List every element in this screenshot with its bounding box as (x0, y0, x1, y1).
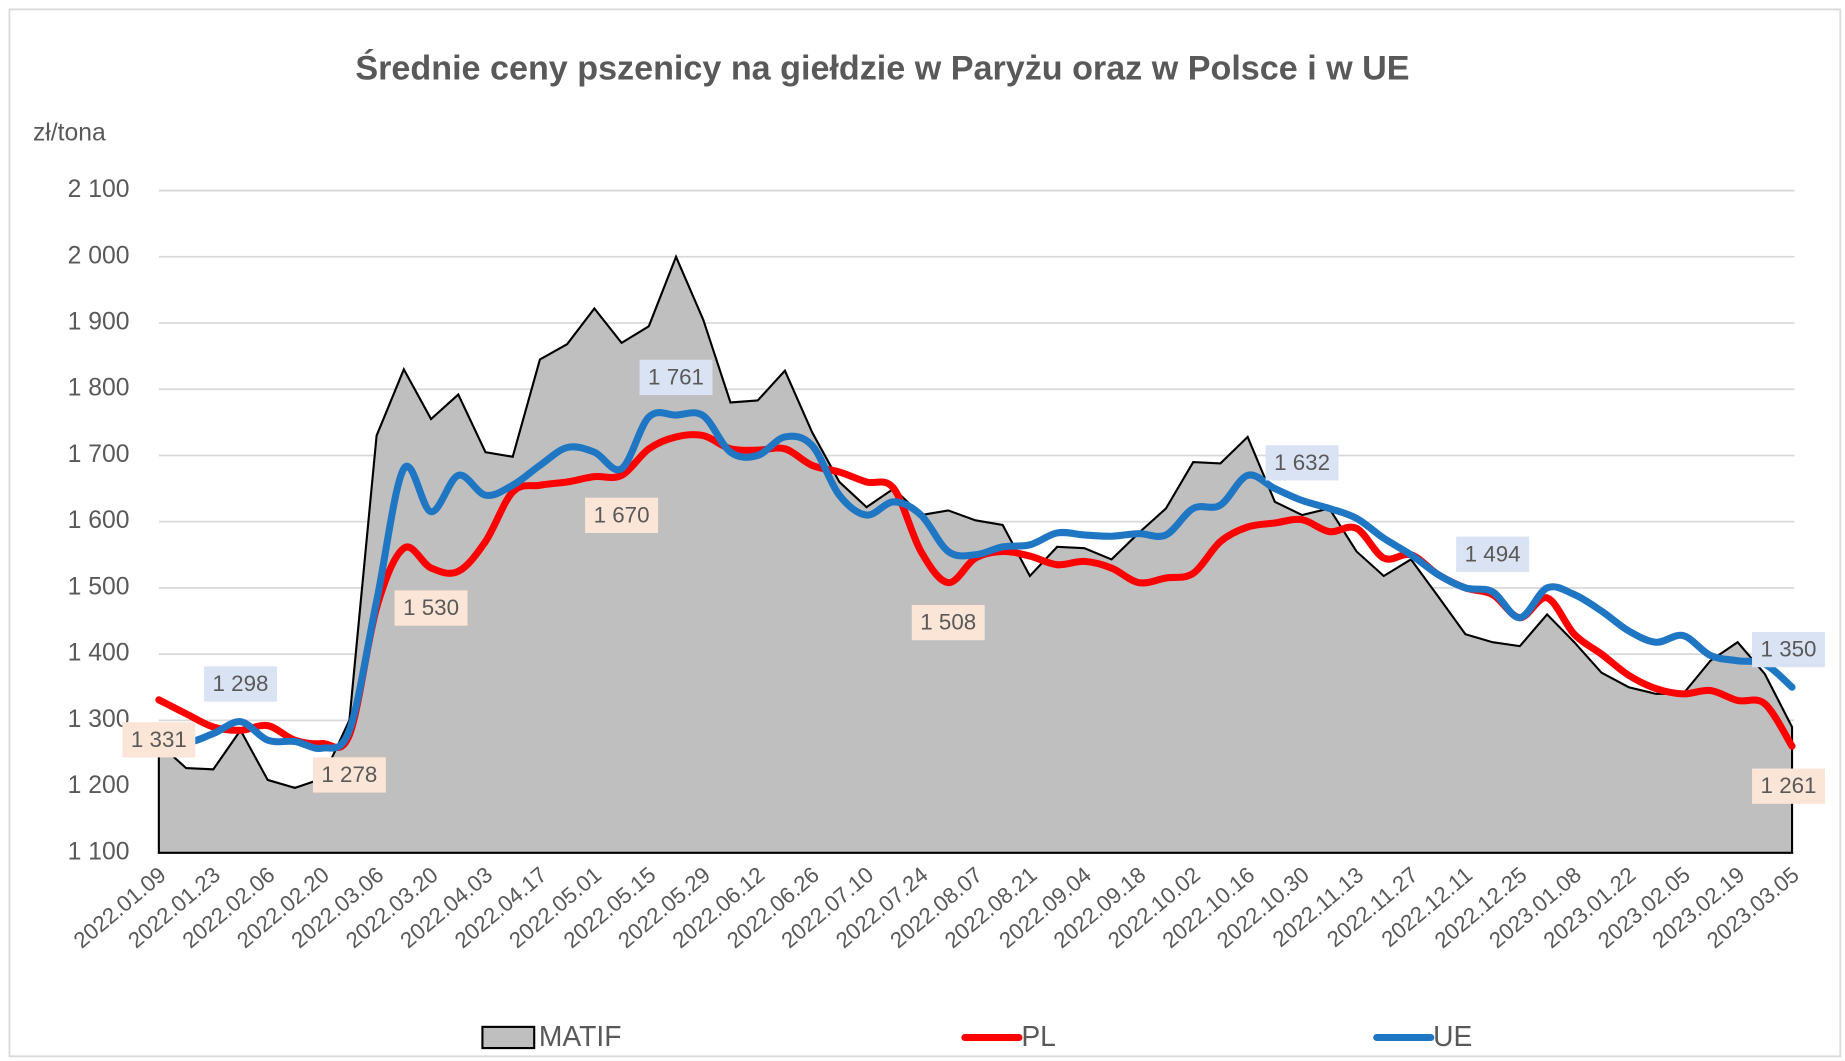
data-label-box (122, 722, 196, 758)
data-label: 1 508 (920, 610, 976, 635)
data-label: 1 530 (403, 595, 459, 620)
y-tick-label: 2 000 (68, 242, 130, 269)
data-label-box (1752, 631, 1825, 668)
y-tick-label: 1 300 (68, 706, 130, 733)
data-label: 1 298 (213, 671, 269, 696)
data-label: 1 761 (648, 365, 704, 390)
legend-label: MATIF (539, 1020, 622, 1052)
data-label-box (312, 757, 386, 793)
y-tick-label: 2 100 (68, 176, 130, 203)
data-label: 1 261 (1761, 773, 1817, 798)
data-label: 1 350 (1761, 637, 1817, 662)
data-label-box (1752, 768, 1825, 804)
y-tick-label: 1 900 (68, 309, 130, 336)
data-label-box (204, 666, 277, 702)
y-axis-label: zł/tona (33, 120, 106, 147)
y-tick-label: 1 200 (68, 772, 130, 799)
data-label-box (585, 497, 659, 533)
data-label: 1 632 (1274, 450, 1330, 475)
legend-swatch (481, 1025, 536, 1050)
y-tick-label: 1 700 (68, 441, 130, 468)
y-tick-label: 1 400 (68, 640, 130, 667)
line (155, 409, 1796, 752)
data-label: 1 494 (1465, 541, 1521, 566)
data-label: 1 670 (594, 502, 650, 527)
data-label-box (911, 604, 985, 641)
legend-label: PL (1021, 1020, 1056, 1052)
data-label: 1 331 (131, 727, 187, 752)
data-label-box (639, 359, 713, 396)
data-label-box (1456, 536, 1530, 572)
data-label-box (1265, 445, 1339, 481)
y-tick-label: 1 100 (68, 838, 130, 865)
data-label: 1 278 (321, 762, 377, 787)
chart-title: Średnie ceny pszenicy na giełdzie w Pary… (355, 50, 1409, 88)
legend-label: UE (1433, 1020, 1472, 1052)
y-tick-label: 1 600 (68, 507, 130, 534)
data-label-box (394, 590, 468, 626)
y-tick-label: 1 800 (68, 375, 130, 402)
y-tick-label: 1 500 (68, 573, 130, 600)
